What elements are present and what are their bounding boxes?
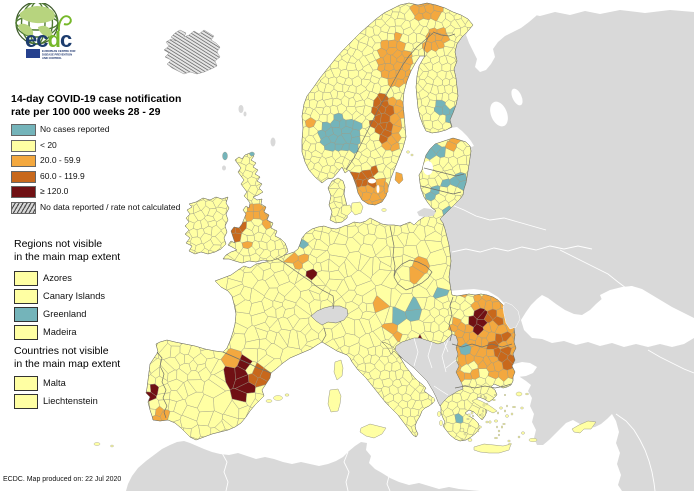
svg-text:DISEASE PREVENTION: DISEASE PREVENTION <box>42 52 72 56</box>
svg-text:ecdc: ecdc <box>25 27 72 52</box>
svg-text:AND CONTROL: AND CONTROL <box>42 56 62 60</box>
svg-text:EUROPEAN CENTRE FOR: EUROPEAN CENTRE FOR <box>42 49 76 53</box>
